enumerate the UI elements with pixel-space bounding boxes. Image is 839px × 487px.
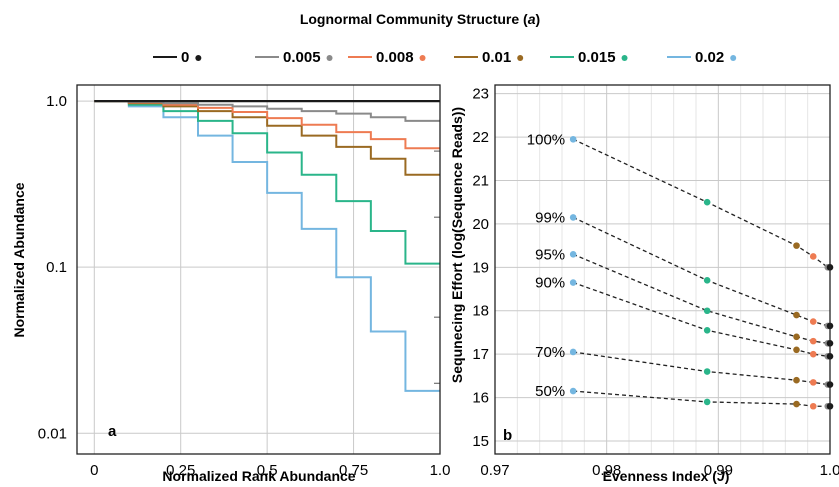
y-tick-label: 17	[472, 346, 489, 363]
coverage-line-99%	[572, 216, 830, 327]
panel-a-frame	[76, 84, 441, 455]
coverage-label: 95%	[535, 246, 565, 263]
legend-item-0.015: 0.015	[550, 49, 628, 66]
panel-a-x-label: Normalized Rank Abundance	[162, 468, 355, 484]
panel-a-y-label: Normalized Abundance	[11, 182, 27, 337]
legend-label: 0.01	[482, 49, 511, 66]
legend-item-0.008: 0.008	[348, 49, 426, 66]
coverage-label: 50%	[535, 383, 565, 400]
x-tick-label: 0	[90, 462, 98, 479]
point-0.015	[703, 368, 711, 375]
coverage-label: 90%	[535, 275, 565, 292]
y-tick-label: 21	[472, 173, 489, 190]
y-tick-label: 15	[472, 433, 489, 450]
legend-marker	[730, 55, 737, 61]
legend-label: 0.005	[283, 49, 321, 66]
point-0.015	[703, 307, 711, 315]
coverage-label: 100%	[527, 131, 565, 148]
y-tick-label: 19	[472, 259, 489, 276]
legend-label: 0.008	[376, 49, 414, 66]
legend-label: 0.02	[695, 49, 724, 66]
point-0.015	[703, 326, 711, 334]
panel-b-background	[495, 85, 830, 454]
point-0.008	[809, 379, 817, 386]
point-0.008	[809, 402, 817, 410]
x-tick-label: 0.98	[592, 462, 621, 479]
point-0.015	[703, 398, 711, 406]
legend-item-0.01: 0.01	[454, 49, 524, 66]
legend-marker	[195, 55, 202, 61]
x-tick-label: 1.0	[820, 462, 839, 479]
y-tick-label: 22	[472, 129, 489, 146]
point-0.008	[809, 350, 817, 358]
y-tick-label: 18	[472, 303, 489, 320]
panel-label-a: a	[108, 423, 117, 440]
point-0.02	[569, 135, 577, 143]
legend-marker	[419, 55, 426, 61]
legend-item-0.02: 0.02	[667, 49, 737, 66]
point-0.02	[569, 214, 577, 221]
legend-item-0: 0	[153, 49, 202, 66]
panel-b: 0.97 0.98 0.99 1.0 15 16 17 18 19 20 21 22 23 100% 99%…	[472, 84, 839, 479]
point-0.02	[569, 251, 577, 258]
point-0.008	[809, 337, 817, 345]
x-tick-label: 1.0	[430, 462, 451, 479]
point-0.015	[703, 277, 711, 284]
y-tick-label: 1.0	[46, 93, 67, 110]
coverage-label: 99%	[535, 209, 565, 226]
x-tick-label: 0.25	[166, 462, 195, 479]
panel-label-b: b	[503, 427, 512, 444]
x-tick-label: 0.75	[339, 462, 368, 479]
legend-label: 0.015	[578, 49, 616, 66]
y-tick-label: 0.1	[46, 259, 67, 276]
legend-item-0.005: 0.005	[255, 49, 333, 66]
legend-marker	[517, 55, 524, 61]
chart-title: Lognormal Community Structure (a)	[300, 11, 540, 27]
coverage-line-95%	[572, 253, 830, 344]
point-0.008	[809, 318, 817, 325]
point-0.02	[569, 387, 577, 395]
point-0.01	[793, 400, 800, 408]
y-tick-label: 23	[472, 86, 489, 103]
point-0.01	[793, 346, 800, 354]
point-0.02	[569, 279, 577, 286]
coverage-label: 70%	[535, 344, 565, 361]
x-tick-label: 0.99	[704, 462, 733, 479]
y-tick-label: 20	[472, 216, 489, 233]
legend-label: 0	[181, 49, 189, 66]
x-tick-label: 0.5	[257, 462, 278, 479]
panel-b-x-label: Evenness Index (J)	[603, 468, 730, 484]
y-tick-label: 16	[472, 390, 489, 407]
point-0.008	[809, 253, 817, 260]
panel-b-frame	[494, 84, 831, 455]
point-0.01	[793, 333, 800, 341]
x-tick-label: 0.97	[480, 462, 509, 479]
point-0.01	[793, 242, 800, 249]
point-0.01	[793, 311, 800, 319]
legend-marker	[621, 55, 628, 61]
legend: 0 0.005 0.008 0.01 0.015 0.02	[153, 49, 737, 66]
point-0.02	[569, 348, 577, 356]
panel-a: 0 0.25 0.5 0.75 1.0 0.01 0.1 1.0 a	[38, 84, 451, 479]
legend-marker	[326, 55, 333, 61]
point-0.01	[793, 376, 800, 384]
coverage-line-70%	[573, 351, 830, 386]
point-0.015	[703, 198, 711, 206]
panel-b-y-label: Sequnecing Effort (log(Sequence Reads))	[449, 107, 465, 383]
y-tick-label: 0.01	[38, 425, 67, 442]
panel-a-background	[77, 85, 440, 454]
